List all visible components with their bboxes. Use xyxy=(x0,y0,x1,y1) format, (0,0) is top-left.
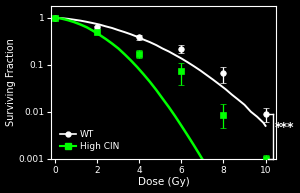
Legend: WT, High CIN: WT, High CIN xyxy=(58,128,121,153)
Text: ***: *** xyxy=(275,121,295,135)
Y-axis label: Surviving Fraction: Surviving Fraction xyxy=(6,38,16,126)
X-axis label: Dose (Gy): Dose (Gy) xyxy=(138,177,190,187)
